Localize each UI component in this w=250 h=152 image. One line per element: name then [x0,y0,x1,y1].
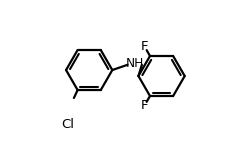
Text: F: F [141,40,148,53]
Text: NH: NH [126,57,144,70]
Text: Cl: Cl [61,118,74,131]
Text: F: F [141,99,148,112]
